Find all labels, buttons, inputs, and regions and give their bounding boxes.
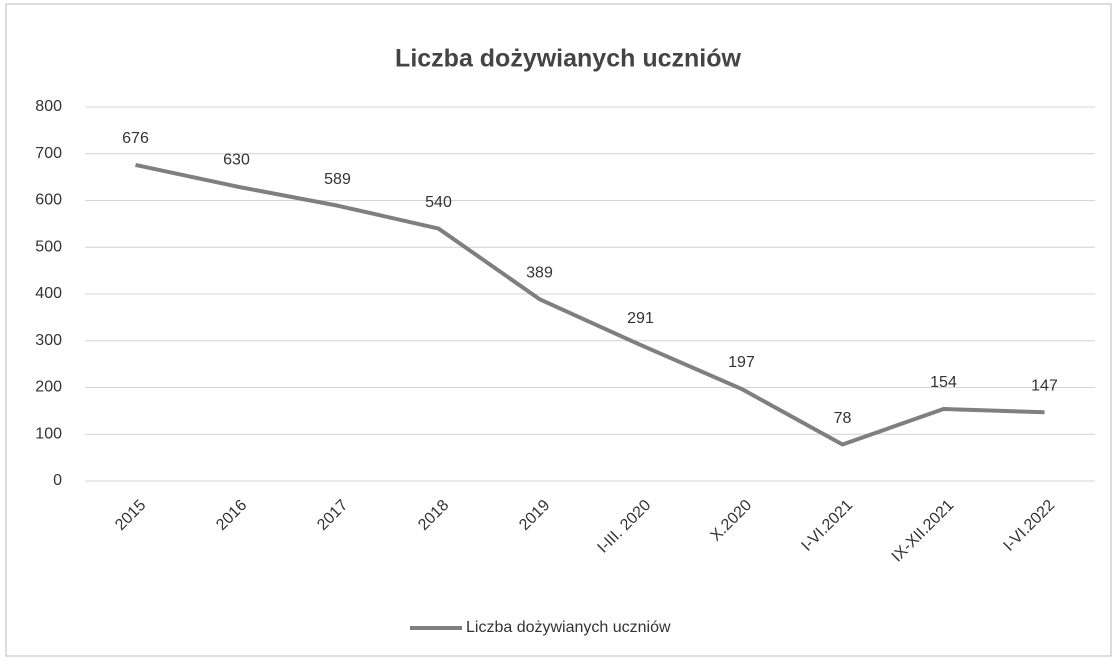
data-label: 589 — [324, 171, 351, 188]
y-tick-label: 0 — [53, 472, 62, 489]
data-label: 389 — [526, 264, 553, 281]
data-label: 147 — [1031, 377, 1058, 394]
y-tick-label: 200 — [35, 379, 62, 396]
data-label: 540 — [425, 194, 452, 211]
y-tick-label: 100 — [35, 425, 62, 442]
series-line — [135, 163, 1045, 447]
y-tick-label: 600 — [35, 192, 62, 209]
y-tick-label: 400 — [35, 285, 62, 302]
data-label: 291 — [627, 310, 654, 327]
data-label: 676 — [122, 130, 149, 147]
chart-frame — [5, 3, 1112, 657]
data-label: 154 — [930, 374, 957, 391]
data-label: 197 — [728, 354, 755, 371]
chart-title: Liczba dożywianych uczniów — [395, 45, 741, 73]
data-label: 630 — [223, 152, 250, 169]
y-tick-label: 500 — [35, 238, 62, 255]
legend-label: Liczba dożywianych uczniów — [466, 619, 671, 636]
data-label: 78 — [834, 410, 852, 427]
y-tick-label: 300 — [35, 332, 62, 349]
y-tick-label: 800 — [35, 98, 62, 115]
y-tick-label: 700 — [35, 145, 62, 162]
